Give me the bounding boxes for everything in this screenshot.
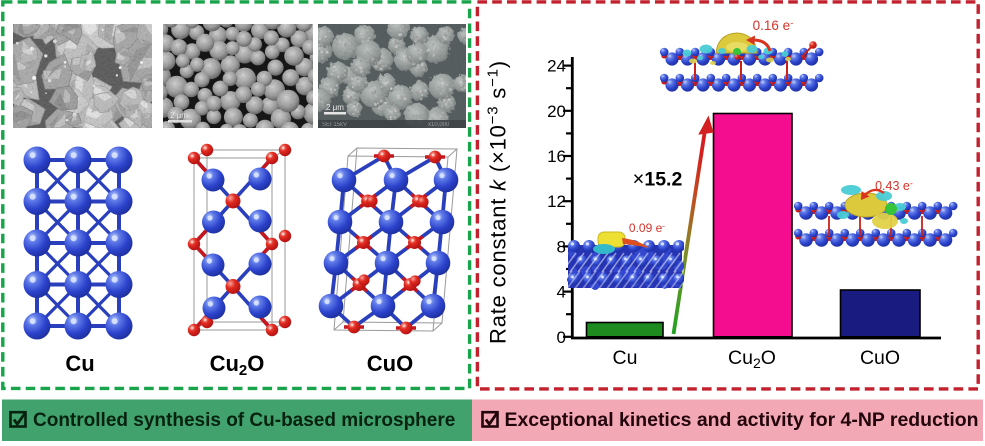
- svg-text:Rate constant k (×10−3 s−1): Rate constant k (×10−3 s−1): [485, 60, 511, 344]
- svg-text:Cu2O: Cu2O: [728, 347, 776, 371]
- svg-text:Cu: Cu: [65, 351, 94, 376]
- svg-text:20: 20: [547, 102, 566, 121]
- svg-text:Controlled synthesis of Cu-bas: Controlled synthesis of Cu-based microsp…: [33, 410, 455, 431]
- svg-text:12: 12: [547, 192, 566, 211]
- svg-text:0.16 e-: 0.16 e-: [753, 18, 794, 33]
- svg-text:×15.2: ×15.2: [633, 169, 683, 191]
- svg-text:Cu: Cu: [613, 347, 638, 369]
- svg-text:16: 16: [547, 147, 566, 166]
- svg-text:8: 8: [557, 237, 566, 256]
- svg-text:Exceptional kinetics and activ: Exceptional kinetics and activity for 4-…: [505, 410, 979, 431]
- svg-text:CuO: CuO: [860, 347, 900, 369]
- svg-text:24: 24: [547, 57, 566, 76]
- svg-text:0: 0: [557, 328, 566, 347]
- svg-text:Cu2O: Cu2O: [210, 351, 265, 379]
- svg-text:0.09 e-: 0.09 e-: [629, 221, 665, 236]
- svg-text:CuO: CuO: [367, 351, 413, 376]
- svg-text:4: 4: [557, 283, 566, 302]
- svg-text:0.43 e-: 0.43 e-: [875, 179, 913, 194]
